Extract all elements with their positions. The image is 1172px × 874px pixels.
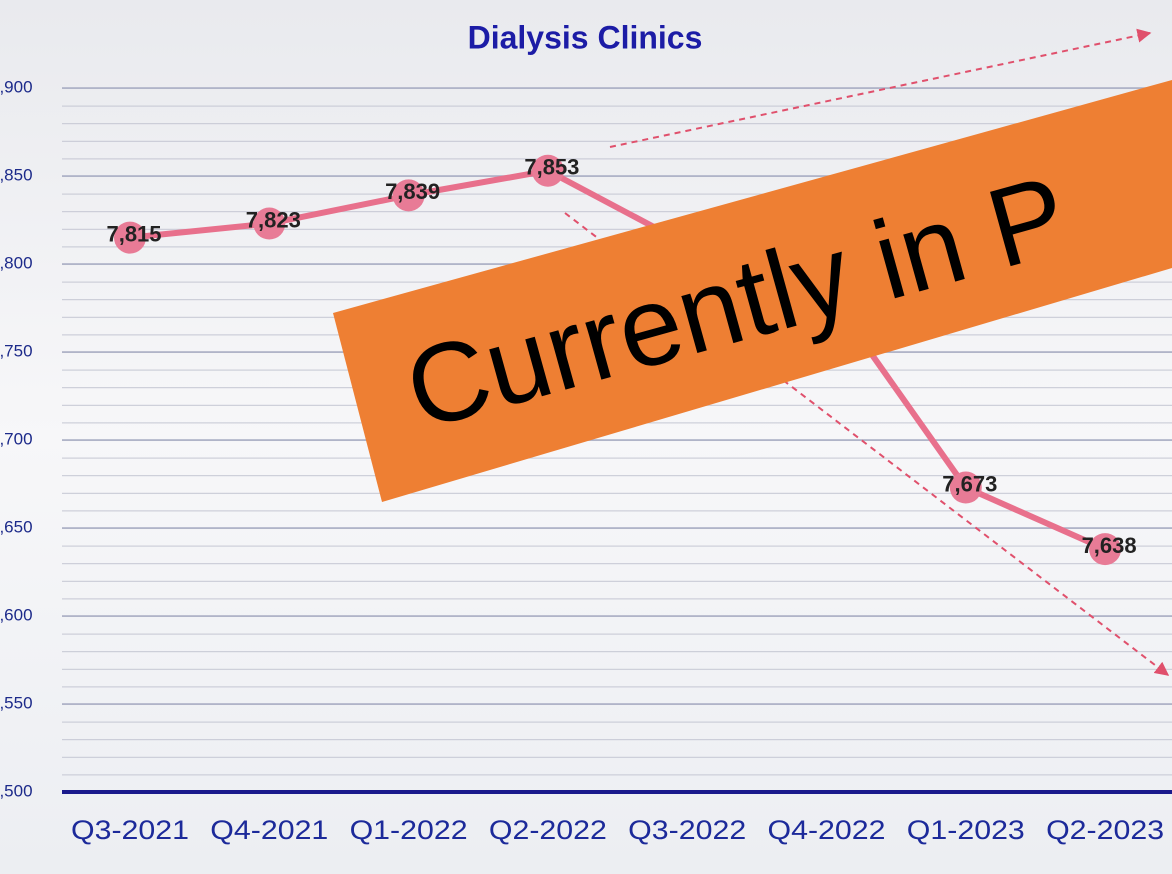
x-tick-label: Q1-2022 (350, 815, 468, 845)
x-tick-label: Q3-2022 (628, 815, 746, 845)
x-tick-label: Q2-2022 (489, 815, 607, 845)
y-tick-label: 7,800 (0, 253, 33, 272)
line (129, 167, 1107, 552)
data-label: 7,815 (106, 221, 161, 246)
data-label: 7,853 (524, 155, 579, 180)
marker (253, 207, 286, 240)
y-tick-label: 7,750 (0, 341, 33, 360)
data-label: 7,673 (942, 471, 997, 496)
y-tick-label: 7,550 (0, 693, 33, 712)
y-tick-label: 7,700 (0, 429, 33, 448)
x-tick-label: Q3-2021 (71, 815, 189, 845)
x-tick-label: Q4-2021 (210, 815, 328, 845)
chart-title: Dialysis Clinics (468, 19, 703, 55)
x-tick-label: Q4-2022 (768, 815, 886, 845)
y-tick-label: 7,850 (0, 165, 33, 184)
marker (392, 179, 425, 212)
marker (531, 154, 564, 187)
data-label: 7,638 (1082, 533, 1137, 558)
marker (1089, 533, 1122, 566)
y-tick-label: 7,900 (0, 77, 33, 96)
trend-arrow (609, 28, 1152, 148)
marker (114, 221, 146, 254)
y-tick-label: 7,600 (0, 605, 33, 624)
data-label: 7,839 (385, 179, 440, 204)
x-tick-label: Q1-2023 (907, 815, 1025, 845)
y-tick-label: 7,500 (0, 781, 33, 800)
x-tick-label: Q2-2023 (1046, 815, 1164, 845)
y-tick-label: 7,650 (0, 517, 33, 536)
data-label: 7,823 (246, 207, 301, 232)
marker (949, 471, 982, 504)
banner (333, 80, 1172, 502)
